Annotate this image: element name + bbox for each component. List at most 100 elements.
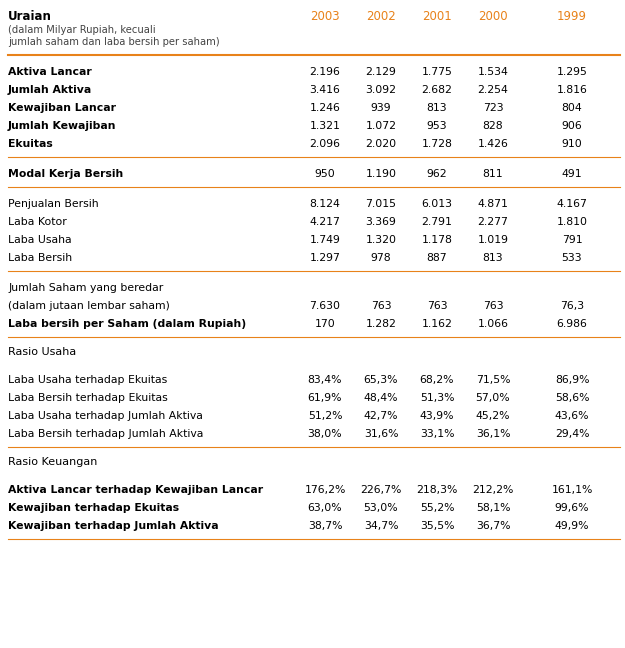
Text: 2001: 2001 <box>422 10 452 23</box>
Text: 35,5%: 35,5% <box>420 521 454 531</box>
Text: Kewajiban Lancar: Kewajiban Lancar <box>8 103 116 113</box>
Text: 763: 763 <box>427 301 448 311</box>
Text: Rasio Keuangan: Rasio Keuangan <box>8 457 97 467</box>
Text: Ekuitas: Ekuitas <box>8 139 53 149</box>
Text: Rasio Usaha: Rasio Usaha <box>8 347 76 357</box>
Text: (dalam Milyar Rupiah, kecuali: (dalam Milyar Rupiah, kecuali <box>8 25 156 35</box>
Text: 1.534: 1.534 <box>478 67 509 77</box>
Text: 2002: 2002 <box>366 10 396 23</box>
Text: 1.190: 1.190 <box>366 169 396 179</box>
Text: 1.810: 1.810 <box>556 217 588 227</box>
Text: Laba bersih per Saham (dalam Rupiah): Laba bersih per Saham (dalam Rupiah) <box>8 319 246 329</box>
Text: 83,4%: 83,4% <box>308 375 342 385</box>
Text: 8.124: 8.124 <box>309 199 341 209</box>
Text: 1.749: 1.749 <box>309 235 341 245</box>
Text: 1999: 1999 <box>557 10 587 23</box>
Text: 3.369: 3.369 <box>366 217 396 227</box>
Text: 63,0%: 63,0% <box>308 503 342 513</box>
Text: Laba Bersih: Laba Bersih <box>8 253 72 263</box>
Text: 38,0%: 38,0% <box>308 429 342 439</box>
Text: 4.217: 4.217 <box>309 217 341 227</box>
Text: 33,1%: 33,1% <box>420 429 454 439</box>
Text: 813: 813 <box>427 103 448 113</box>
Text: 2000: 2000 <box>478 10 508 23</box>
Text: 6.986: 6.986 <box>557 319 588 329</box>
Text: 1.246: 1.246 <box>309 103 341 113</box>
Text: 65,3%: 65,3% <box>364 375 398 385</box>
Text: 939: 939 <box>371 103 391 113</box>
Text: 29,4%: 29,4% <box>555 429 589 439</box>
Text: 51,3%: 51,3% <box>420 393 454 403</box>
Text: 1.320: 1.320 <box>366 235 396 245</box>
Text: 31,6%: 31,6% <box>364 429 398 439</box>
Text: Kewajiban terhadap Jumlah Aktiva: Kewajiban terhadap Jumlah Aktiva <box>8 521 219 531</box>
Text: 58,6%: 58,6% <box>555 393 589 403</box>
Text: 791: 791 <box>562 235 582 245</box>
Text: 86,9%: 86,9% <box>555 375 589 385</box>
Text: Jumlah Aktiva: Jumlah Aktiva <box>8 85 92 95</box>
Text: 2.254: 2.254 <box>478 85 509 95</box>
Text: 1.066: 1.066 <box>478 319 509 329</box>
Text: 57,0%: 57,0% <box>476 393 510 403</box>
Text: 910: 910 <box>562 139 582 149</box>
Text: (dalam jutaan lembar saham): (dalam jutaan lembar saham) <box>8 301 170 311</box>
Text: 48,4%: 48,4% <box>364 393 398 403</box>
Text: Jumlah Kewajiban: Jumlah Kewajiban <box>8 121 116 131</box>
Text: 2.277: 2.277 <box>478 217 509 227</box>
Text: 2.096: 2.096 <box>309 139 341 149</box>
Text: 2.020: 2.020 <box>366 139 397 149</box>
Text: 1.072: 1.072 <box>366 121 396 131</box>
Text: Aktiva Lancar terhadap Kewajiban Lancar: Aktiva Lancar terhadap Kewajiban Lancar <box>8 485 263 495</box>
Text: 1.178: 1.178 <box>421 235 452 245</box>
Text: 763: 763 <box>371 301 391 311</box>
Text: 1.295: 1.295 <box>557 67 588 77</box>
Text: 811: 811 <box>482 169 503 179</box>
Text: 828: 828 <box>482 121 503 131</box>
Text: 36,7%: 36,7% <box>476 521 510 531</box>
Text: 43,9%: 43,9% <box>420 411 454 421</box>
Text: 212,2%: 212,2% <box>472 485 514 495</box>
Text: 1.282: 1.282 <box>366 319 396 329</box>
Text: 68,2%: 68,2% <box>420 375 454 385</box>
Text: 1.775: 1.775 <box>421 67 452 77</box>
Text: 161,1%: 161,1% <box>551 485 592 495</box>
Text: 2.196: 2.196 <box>309 67 341 77</box>
Text: 7.630: 7.630 <box>309 301 341 311</box>
Text: 4.167: 4.167 <box>557 199 588 209</box>
Text: 953: 953 <box>427 121 448 131</box>
Text: 1.321: 1.321 <box>309 121 341 131</box>
Text: 978: 978 <box>371 253 391 263</box>
Text: 887: 887 <box>427 253 448 263</box>
Text: Penjualan Bersih: Penjualan Bersih <box>8 199 99 209</box>
Text: 55,2%: 55,2% <box>420 503 454 513</box>
Text: 36,1%: 36,1% <box>476 429 510 439</box>
Text: 813: 813 <box>482 253 503 263</box>
Text: 4.871: 4.871 <box>478 199 509 209</box>
Text: 1.728: 1.728 <box>421 139 452 149</box>
Text: Kewajiban terhadap Ekuitas: Kewajiban terhadap Ekuitas <box>8 503 179 513</box>
Text: 76,3: 76,3 <box>560 301 584 311</box>
Text: 49,9%: 49,9% <box>555 521 589 531</box>
Text: Laba Usaha terhadap Jumlah Aktiva: Laba Usaha terhadap Jumlah Aktiva <box>8 411 203 421</box>
Text: 1.162: 1.162 <box>421 319 452 329</box>
Text: 962: 962 <box>427 169 448 179</box>
Text: 43,6%: 43,6% <box>555 411 589 421</box>
Text: 1.426: 1.426 <box>478 139 509 149</box>
Text: 176,2%: 176,2% <box>304 485 346 495</box>
Text: 7.015: 7.015 <box>366 199 396 209</box>
Text: 218,3%: 218,3% <box>416 485 457 495</box>
Text: 491: 491 <box>562 169 582 179</box>
Text: 1.297: 1.297 <box>309 253 341 263</box>
Text: Jumlah Saham yang beredar: Jumlah Saham yang beredar <box>8 283 163 293</box>
Text: Laba Usaha: Laba Usaha <box>8 235 72 245</box>
Text: 6.013: 6.013 <box>421 199 452 209</box>
Text: jumlah saham dan laba bersih per saham): jumlah saham dan laba bersih per saham) <box>8 37 219 47</box>
Text: 3.092: 3.092 <box>366 85 396 95</box>
Text: Laba Bersih terhadap Jumlah Aktiva: Laba Bersih terhadap Jumlah Aktiva <box>8 429 203 439</box>
Text: 38,7%: 38,7% <box>308 521 342 531</box>
Text: 906: 906 <box>562 121 582 131</box>
Text: 950: 950 <box>314 169 336 179</box>
Text: 71,5%: 71,5% <box>476 375 510 385</box>
Text: 804: 804 <box>562 103 582 113</box>
Text: 763: 763 <box>482 301 503 311</box>
